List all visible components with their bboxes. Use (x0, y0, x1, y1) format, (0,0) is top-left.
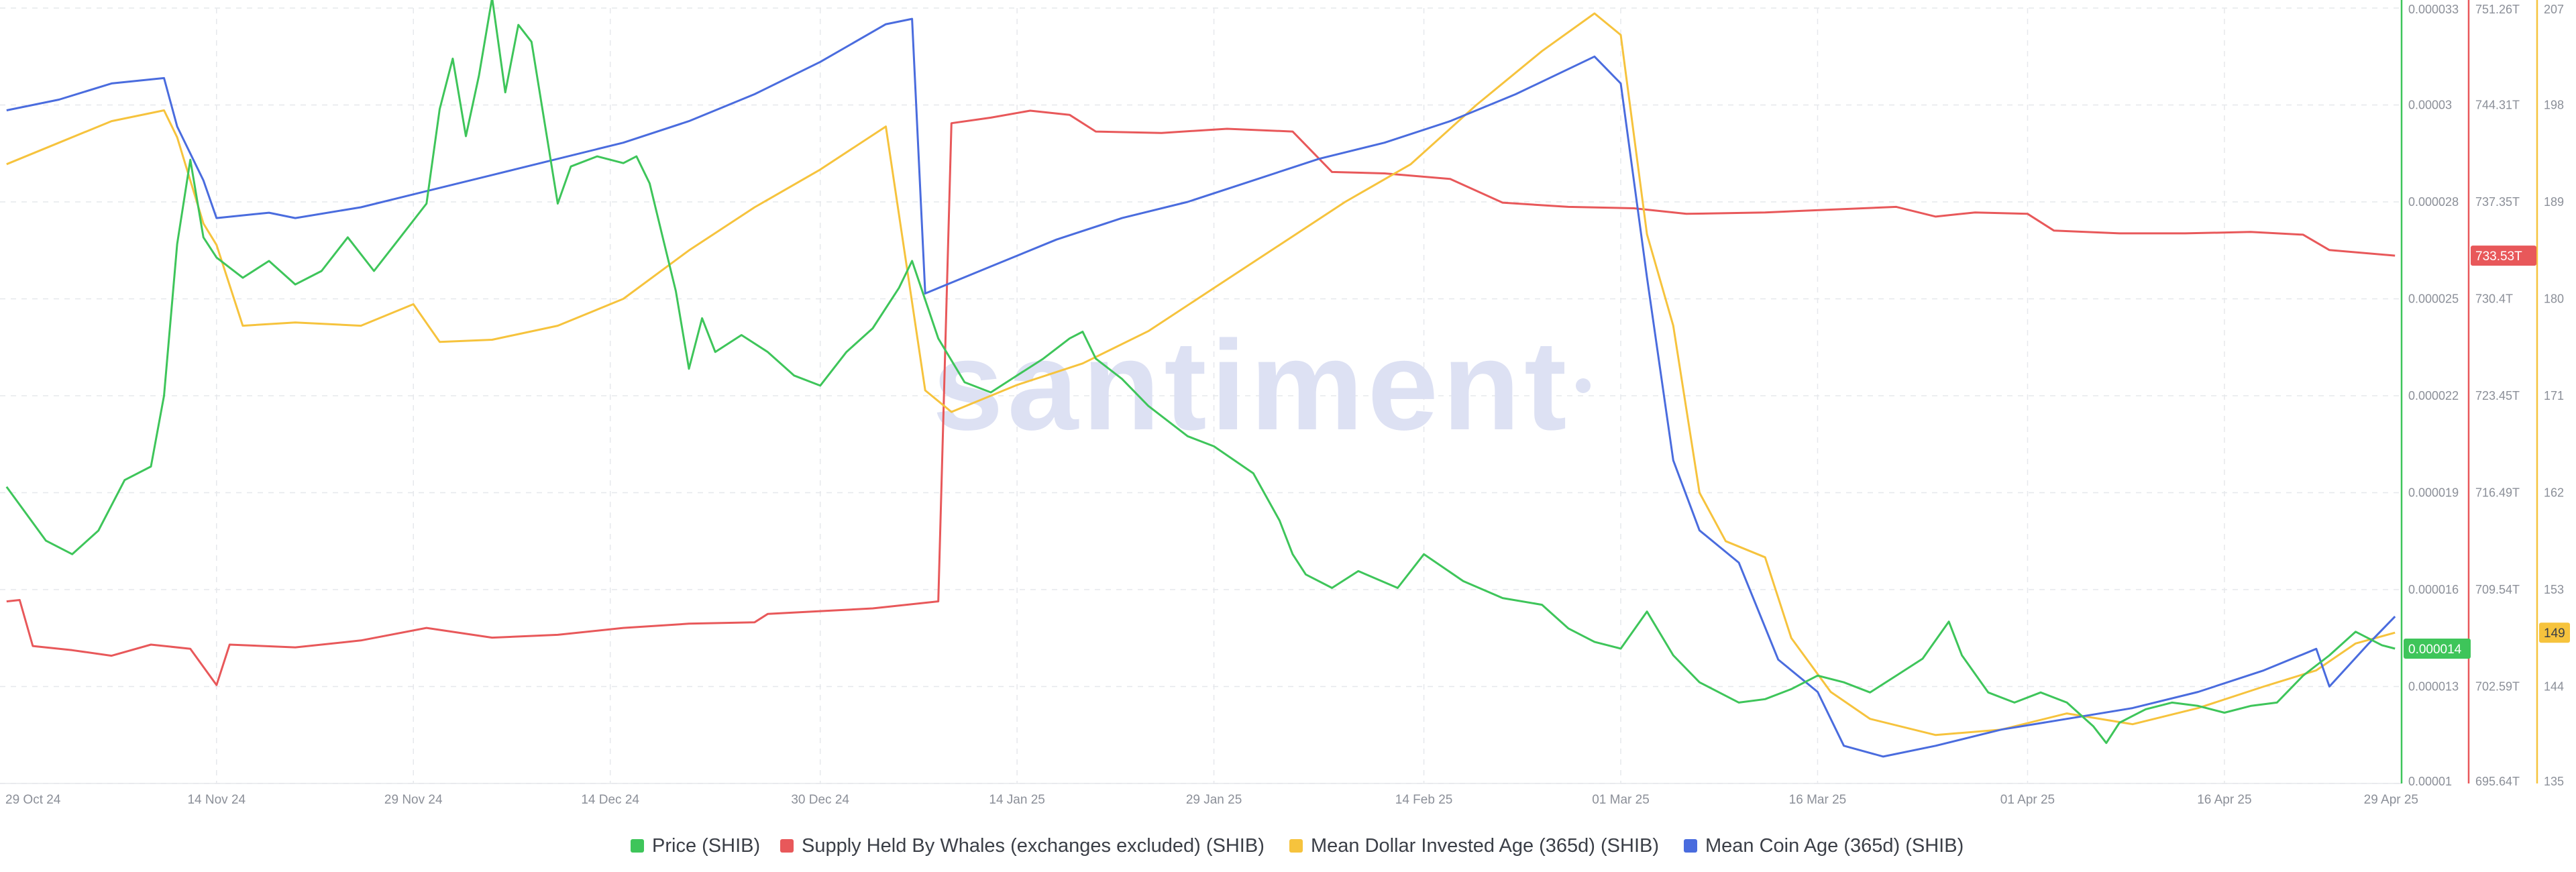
gridlines (0, 7, 2402, 784)
age-tick-label: 135 (2544, 775, 2564, 788)
legend-swatch (631, 839, 644, 853)
whales-tick-label: 737.35T (2475, 195, 2520, 209)
age-tick-label: 189 (2544, 195, 2564, 209)
age-tick-label: 171 (2544, 389, 2564, 402)
legend[interactable]: Price (SHIB) Supply Held By Whales (excha… (631, 835, 1964, 857)
x-tick-label: 29 Apr 25 (2364, 793, 2418, 807)
series-lines (5, 0, 2396, 758)
age-tick-label: 198 (2544, 99, 2564, 112)
whales-value-label: 733.53T (2475, 250, 2522, 264)
age-tick-label: 207 (2544, 3, 2564, 16)
price-value-label: 0.000014 (2408, 643, 2462, 657)
x-tick-label: 14 Dec 24 (581, 793, 639, 807)
age-value-label: 149 (2544, 626, 2565, 641)
x-tick-label: 16 Apr 25 (2197, 793, 2251, 807)
price-tick-label: 0.00003 (2408, 99, 2452, 112)
x-tick-label: 14 Jan 25 (989, 793, 1044, 807)
price-tick-label: 0.000022 (2408, 389, 2459, 402)
whales-value-badge (2471, 246, 2536, 266)
legend-label: Mean Coin Age (365d) (SHIB) (1705, 835, 1964, 857)
price-tick-label: 0.000028 (2408, 195, 2459, 209)
price-tick-label: 0.00001 (2408, 775, 2452, 788)
age-value-badge (2539, 622, 2570, 643)
series-line-2 (6, 12, 2396, 737)
whales-tick-label: 751.26T (2475, 3, 2520, 16)
age-tick-label: 144 (2544, 680, 2564, 694)
whales-tick-label: 709.54T (2475, 583, 2520, 596)
axes: 29 Oct 24 14 Nov 24 29 Nov 24 14 Dec 24 30 D… (0, 0, 2570, 807)
x-tick-label: 14 Nov 24 (187, 793, 246, 807)
price-value-badge (2404, 638, 2471, 659)
legend-swatch (1684, 839, 1697, 853)
legend-label: Supply Held By Whales (exchanges exclude… (802, 835, 1265, 857)
x-tick-label: 01 Mar 25 (1592, 793, 1650, 807)
price-tick-label: 0.000013 (2408, 680, 2459, 694)
x-tick-label: 14 Feb 25 (1395, 793, 1453, 807)
legend-swatch (780, 839, 794, 853)
series-line-3 (6, 17, 2396, 758)
whales-tick-label: 730.4T (2475, 292, 2513, 306)
whales-tick-label: 716.49T (2475, 486, 2520, 500)
watermark-dot (1576, 378, 1591, 393)
price-tick-label: 0.000025 (2408, 292, 2459, 306)
x-tick-label: 29 Nov 24 (384, 793, 443, 807)
x-tick-label: 29 Oct 24 (5, 793, 61, 807)
whales-tick-label: 723.45T (2475, 389, 2520, 402)
series-line-0 (5, 0, 2396, 745)
whales-tick-label: 702.59T (2475, 680, 2520, 694)
price-tick-label: 0.000019 (2408, 486, 2459, 500)
legend-swatch (1289, 839, 1303, 853)
age-tick-label: 180 (2544, 292, 2564, 306)
price-tick-label: 0.000016 (2408, 583, 2459, 596)
x-tick-label: 30 Dec 24 (791, 793, 849, 807)
x-tick-label: 16 Mar 25 (1789, 793, 1847, 807)
legend-label: Price (SHIB) (652, 835, 760, 857)
x-tick-label: 01 Apr 25 (2000, 793, 2055, 807)
whales-tick-label: 744.31T (2475, 99, 2520, 112)
whales-tick-label: 695.64T (2475, 775, 2520, 788)
age-tick-label: 162 (2544, 486, 2564, 500)
age-tick-label: 153 (2544, 583, 2564, 596)
price-tick-label: 0.000033 (2408, 3, 2459, 16)
legend-label: Mean Dollar Invested Age (365d) (SHIB) (1311, 835, 1659, 857)
santiment-watermark: santiment (932, 315, 1570, 457)
x-tick-label: 29 Jan 25 (1186, 793, 1242, 807)
series-line-1 (6, 109, 2396, 686)
